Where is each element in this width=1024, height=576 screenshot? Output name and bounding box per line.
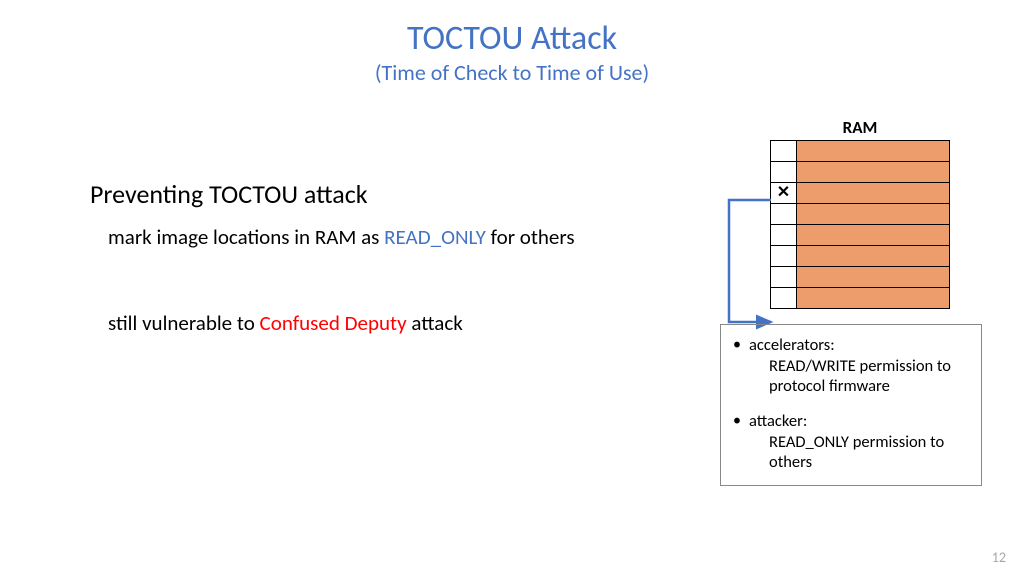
text-pre: still vulnerable to bbox=[108, 310, 260, 336]
page-number: 12 bbox=[992, 549, 1006, 566]
text-pre: mark image locations in RAM as bbox=[108, 224, 384, 250]
text-post: for others bbox=[486, 224, 575, 250]
ram-cell-wide bbox=[796, 225, 949, 246]
content-column: Preventing TOCTOU attack mark image loca… bbox=[90, 178, 650, 338]
ram-diagram: RAM ✕ bbox=[770, 117, 950, 309]
item-body: READ/WRITE permission to protocol firmwa… bbox=[749, 356, 973, 397]
arrow-connector bbox=[717, 196, 777, 330]
readonly-keyword: READ_ONLY bbox=[384, 224, 486, 250]
ram-cell-narrow bbox=[771, 141, 797, 162]
slide-title: TOCTOU Attack bbox=[0, 18, 1024, 59]
prevention-line: mark image locations in RAM as READ_ONLY… bbox=[108, 224, 650, 250]
ram-cell-wide bbox=[796, 204, 949, 225]
ram-cell-wide bbox=[796, 288, 949, 309]
vulnerability-line: still vulnerable to Confused Deputy atta… bbox=[108, 310, 650, 337]
item-body: READ_ONLY permission to others bbox=[749, 432, 973, 473]
attacker-item: attacker: READ_ONLY permission to others bbox=[729, 411, 973, 473]
ram-table: ✕ bbox=[770, 140, 950, 309]
text-post: attack bbox=[407, 310, 463, 336]
confused-deputy-keyword: Confused Deputy bbox=[260, 310, 407, 336]
item-head: accelerators: bbox=[749, 335, 835, 355]
ram-cell-wide bbox=[796, 267, 949, 288]
ram-label: RAM bbox=[770, 117, 950, 138]
permissions-box: accelerators: READ/WRITE permission to p… bbox=[720, 324, 982, 486]
ram-cell-wide bbox=[796, 246, 949, 267]
title-block: TOCTOU Attack (Time of Check to Time of … bbox=[0, 0, 1024, 86]
item-head: attacker: bbox=[749, 411, 807, 431]
accelerators-item: accelerators: READ/WRITE permission to p… bbox=[729, 335, 973, 397]
ram-cell-wide bbox=[796, 183, 949, 204]
ram-cell-wide bbox=[796, 141, 949, 162]
ram-cell-narrow bbox=[771, 162, 797, 183]
slide-subtitle: (Time of Check to Time of Use) bbox=[0, 59, 1024, 86]
section-heading: Preventing TOCTOU attack bbox=[90, 178, 650, 210]
ram-cell-wide bbox=[796, 162, 949, 183]
